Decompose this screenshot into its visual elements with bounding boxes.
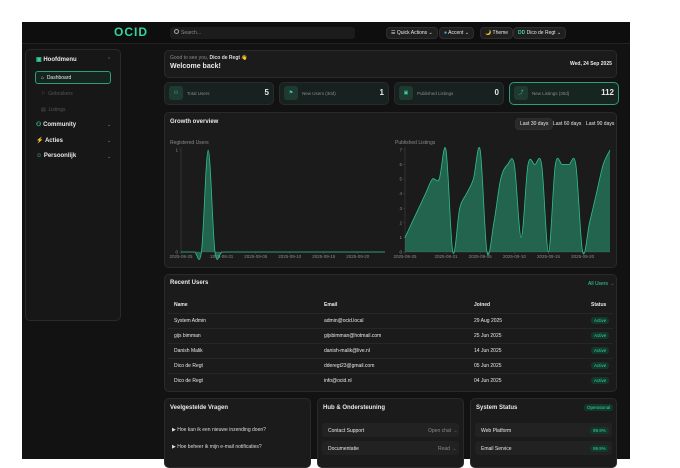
hub-label: Contact Support bbox=[328, 428, 364, 434]
x-tick-label: 2025-09-15 bbox=[537, 254, 561, 259]
status-title: System Status bbox=[476, 405, 517, 411]
hub-label: Documentatie bbox=[328, 446, 359, 452]
status-badge: Active bbox=[591, 317, 609, 324]
x-tick-label: 2025-08-25 bbox=[169, 254, 193, 259]
table-cell: Dico de Regt bbox=[174, 363, 203, 369]
hub-action[interactable]: Read → bbox=[438, 446, 456, 452]
table-cell: dderegt23@gmail.com bbox=[324, 363, 374, 369]
y-tick-label: 6 bbox=[399, 162, 402, 167]
area bbox=[405, 147, 610, 254]
x-tick-label: 2025-09-20 bbox=[571, 254, 595, 259]
table-cell: 25 Jun 2025 bbox=[474, 333, 502, 339]
status-badge: Active bbox=[591, 347, 609, 354]
column-header: Name bbox=[174, 302, 188, 308]
column-header: Email bbox=[324, 302, 337, 308]
table-cell: info@ocid.nl bbox=[324, 378, 352, 384]
table-cell: 29 Aug 2025 bbox=[474, 318, 502, 324]
y-tick-label: 1 bbox=[175, 148, 178, 153]
x-tick-label: 2025-09-10 bbox=[503, 254, 527, 259]
faq-title: Veelgestelde Vragen bbox=[170, 405, 228, 411]
y-tick-label: 5 bbox=[399, 177, 402, 182]
faq-item[interactable]: ▶ Hoe beheer ik mijn e-mail notificaties… bbox=[172, 444, 262, 450]
x-tick-label: 2025-09-20 bbox=[346, 254, 370, 259]
status-badge: Active bbox=[591, 332, 609, 339]
table-cell: System Admin bbox=[174, 318, 206, 324]
status-value: 99.9% bbox=[590, 445, 609, 452]
recent-users-title: Recent Users bbox=[170, 280, 208, 286]
x-tick-label: 2025-08-31 bbox=[434, 254, 458, 259]
table-cell: gijsbimman@hotmail.com bbox=[324, 333, 381, 339]
faq-item[interactable]: ▶ Hoe kan ik een nieuwe inzending doen? bbox=[172, 427, 266, 433]
faq-question: Hoe kan ik een nieuwe inzending doen? bbox=[177, 427, 266, 433]
faq-question: Hoe beheer ik mijn e-mail notificaties? bbox=[177, 444, 261, 450]
table-cell: 05 Jun 2025 bbox=[474, 363, 502, 369]
table-cell: gijs bimman bbox=[174, 333, 201, 339]
status-badge: Active bbox=[591, 362, 609, 369]
table-cell: Dico de Regt bbox=[174, 378, 203, 384]
area bbox=[181, 150, 385, 260]
x-tick-label: 2025-09-10 bbox=[278, 254, 302, 259]
table-row[interactable] bbox=[168, 358, 613, 373]
table-cell: danish-malik@live.nl bbox=[324, 348, 370, 354]
table-row[interactable] bbox=[168, 373, 613, 388]
y-tick-label: 1 bbox=[399, 235, 402, 240]
x-tick-label: 2025-09-05 bbox=[244, 254, 268, 259]
table-row[interactable] bbox=[168, 313, 613, 328]
x-tick-label: 2025-09-15 bbox=[312, 254, 336, 259]
table-cell: 04 Jun 2025 bbox=[474, 378, 502, 384]
x-tick-label: 2025-08-31 bbox=[210, 254, 234, 259]
status-badge: Operational bbox=[584, 404, 613, 411]
table-row[interactable] bbox=[168, 328, 613, 343]
table-cell: admin@ocid.local bbox=[324, 318, 364, 324]
y-tick-label: 3 bbox=[399, 206, 402, 211]
table-row[interactable] bbox=[168, 343, 613, 358]
y-tick-label: 7 bbox=[399, 148, 402, 153]
status-value: 99.9% bbox=[590, 427, 609, 434]
table-cell: 14 Jun 2025 bbox=[474, 348, 502, 354]
all-users-link[interactable]: All Users → bbox=[588, 281, 614, 287]
column-header: Joined bbox=[474, 302, 490, 308]
y-tick-label: 4 bbox=[399, 191, 402, 196]
column-header: Status bbox=[591, 302, 606, 308]
status-badge: Active bbox=[591, 377, 609, 384]
y-tick-label: 2 bbox=[399, 220, 402, 225]
status-label: Email Service bbox=[481, 446, 512, 452]
hub-title: Hub & Ondersteuning bbox=[323, 405, 385, 411]
x-tick-label: 2025-08-25 bbox=[393, 254, 417, 259]
hub-action[interactable]: Open chat → bbox=[428, 428, 457, 434]
table-cell: Danish Malik bbox=[174, 348, 203, 354]
status-label: Web Platform bbox=[481, 428, 511, 434]
